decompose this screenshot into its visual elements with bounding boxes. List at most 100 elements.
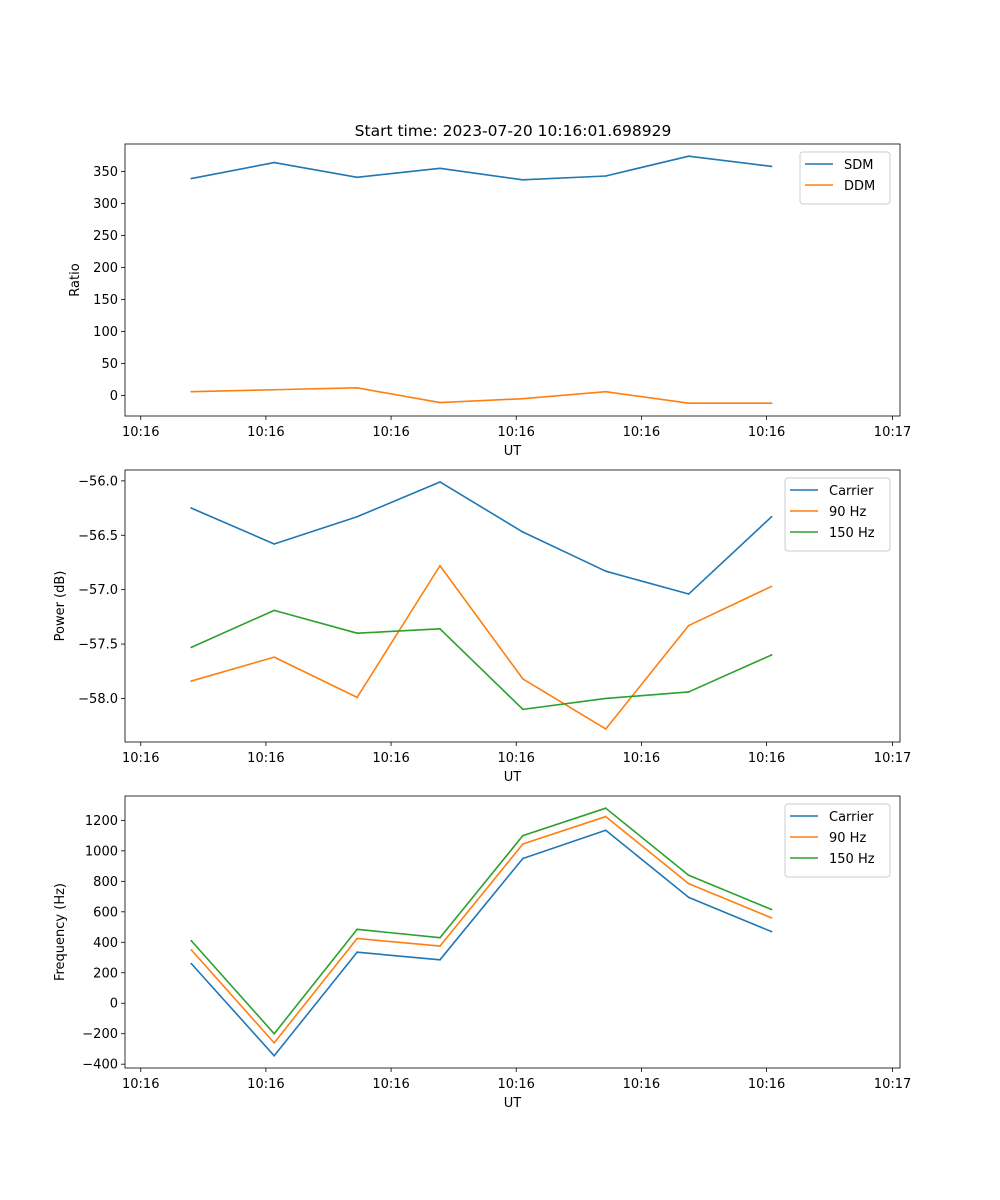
data-point <box>770 917 773 919</box>
subplot-2: 10:16 10:16 10:16 10:16 10:16 10:16 10:17 −58.0… <box>53 469 911 785</box>
x-tick-label: 10:16 <box>623 1077 660 1092</box>
y-axis-label: Ratio <box>68 263 83 296</box>
data-point <box>190 177 193 180</box>
y-tick-label: 1000 <box>85 844 118 859</box>
x-tick-label: 10:16 <box>372 1077 409 1092</box>
data-point <box>604 829 607 832</box>
data-point <box>687 874 690 877</box>
data-point <box>273 609 276 612</box>
data-point <box>439 167 441 170</box>
legend: Carrier 90 Hz 150 Hz <box>784 477 891 552</box>
y-tick-label: −200 <box>82 1027 118 1042</box>
data-point <box>356 696 358 699</box>
x-tick-label: 10:16 <box>372 751 409 766</box>
data-point <box>687 155 690 158</box>
data-point <box>439 627 441 630</box>
data-point <box>356 515 358 518</box>
data-point <box>521 843 524 845</box>
series-line-carrier <box>190 481 773 595</box>
legend-label: DDM <box>844 179 875 194</box>
data-point <box>190 680 193 682</box>
data-point <box>770 585 773 588</box>
data-point <box>273 1041 276 1044</box>
data-point <box>604 807 607 810</box>
legend-label: 150 Hz <box>829 852 875 867</box>
y-tick-label: 50 <box>101 357 118 372</box>
data-point <box>190 962 193 965</box>
legend-label: Carrier <box>829 810 874 825</box>
x-tick-label: 10:16 <box>372 425 409 440</box>
data-point <box>770 908 773 911</box>
axes-frame <box>124 143 901 417</box>
x-tick-label: 10:16 <box>748 425 785 440</box>
data-point <box>521 178 524 181</box>
data-point <box>521 857 524 860</box>
y-tick-label: −56.0 <box>78 474 118 489</box>
data-point <box>521 677 524 680</box>
data-point <box>439 958 441 961</box>
data-point <box>521 834 524 837</box>
x-tick-label: 10:16 <box>247 425 284 440</box>
data-point <box>356 951 358 954</box>
data-point <box>687 882 690 885</box>
data-point <box>356 632 358 635</box>
series-line-carrier <box>190 829 772 1057</box>
y-axis-label: Power (dB) <box>53 571 68 642</box>
data-point <box>190 507 193 509</box>
y-tick-label: −400 <box>82 1058 118 1073</box>
x-tick-label: 10:17 <box>874 1077 911 1092</box>
y-tick-label: 250 <box>93 229 118 244</box>
x-tick-label: 10:17 <box>874 751 911 766</box>
series-line-90-hz <box>191 564 772 730</box>
y-tick-label: −57.0 <box>78 583 118 598</box>
x-tick-label: 10:16 <box>748 1077 785 1092</box>
data-point <box>604 815 607 818</box>
data-point <box>190 939 193 942</box>
data-point <box>604 728 607 730</box>
data-point <box>770 515 773 518</box>
data-point <box>439 936 441 939</box>
y-tick-label: 800 <box>93 875 118 890</box>
data-point <box>604 175 607 177</box>
data-point <box>273 1032 276 1035</box>
data-point <box>190 390 193 393</box>
data-point <box>687 593 690 595</box>
data-point <box>770 930 773 933</box>
axes-frame <box>124 795 901 1069</box>
data-point <box>190 949 193 951</box>
data-point <box>273 656 276 659</box>
legend-box <box>799 151 891 205</box>
axes-frame <box>124 469 901 743</box>
series-line-90-hz <box>190 815 772 1044</box>
y-tick-label: 200 <box>93 966 118 981</box>
y-tick-label: 300 <box>93 197 118 212</box>
x-tick-label: 10:16 <box>497 425 534 440</box>
x-tick-label: 10:16 <box>122 1077 159 1092</box>
data-point <box>604 390 607 393</box>
subplot-1: 10:16 10:16 10:16 10:16 10:16 10:16 10:17 0 50 10… <box>68 143 911 459</box>
legend-label: 150 Hz <box>829 526 875 541</box>
x-axis-label: UT <box>504 1096 522 1111</box>
data-point <box>439 481 441 483</box>
data-point <box>439 945 441 947</box>
data-point <box>190 646 193 649</box>
x-tick-label: 10:16 <box>623 751 660 766</box>
data-point <box>356 386 358 389</box>
data-point <box>521 397 524 400</box>
legend: SDM DDM <box>799 151 891 205</box>
data-point <box>770 402 773 405</box>
data-point <box>770 654 773 656</box>
x-axis-label: UT <box>504 770 522 785</box>
y-tick-label: 600 <box>93 905 118 920</box>
data-point <box>770 165 773 168</box>
data-point <box>356 937 358 940</box>
data-point <box>687 896 690 899</box>
data-point <box>273 161 276 164</box>
x-tick-label: 10:16 <box>748 751 785 766</box>
y-tick-label: −56.5 <box>78 529 118 544</box>
data-point <box>521 531 524 533</box>
data-point <box>273 1054 276 1057</box>
data-point <box>356 176 358 179</box>
y-tick-label: 350 <box>93 165 118 180</box>
